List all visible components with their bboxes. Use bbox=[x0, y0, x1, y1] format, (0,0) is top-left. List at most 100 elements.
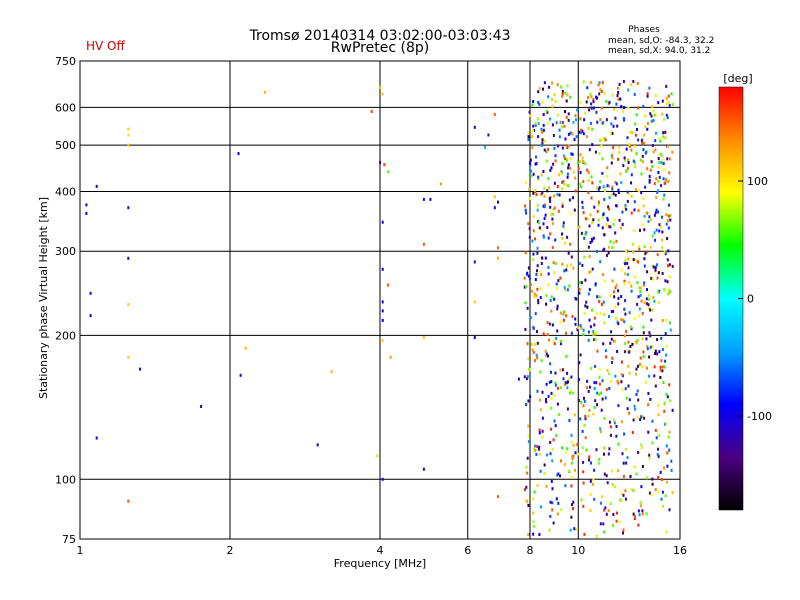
data-point bbox=[549, 452, 552, 456]
y-tick-label: 600 bbox=[55, 101, 76, 114]
data-point bbox=[615, 425, 618, 428]
data-point bbox=[629, 475, 632, 478]
data-point bbox=[532, 100, 535, 103]
data-point bbox=[586, 379, 589, 383]
y-axis-label: Stationary phase Virtual Height [km] bbox=[37, 197, 50, 399]
data-point bbox=[549, 514, 552, 518]
data-point bbox=[634, 133, 637, 137]
data-point bbox=[658, 350, 661, 354]
data-point bbox=[526, 471, 529, 475]
data-point bbox=[644, 185, 647, 189]
data-point bbox=[536, 287, 539, 291]
data-point bbox=[581, 206, 584, 209]
data-point bbox=[544, 256, 547, 260]
data-point bbox=[551, 217, 554, 221]
data-point bbox=[381, 477, 384, 481]
data-point bbox=[533, 490, 536, 494]
data-point bbox=[614, 485, 616, 489]
data-point bbox=[669, 290, 671, 294]
data-point bbox=[594, 316, 596, 320]
data-point bbox=[473, 300, 476, 304]
data-point bbox=[582, 460, 585, 464]
data-point bbox=[640, 443, 643, 447]
data-point bbox=[542, 222, 545, 226]
data-point bbox=[600, 90, 603, 93]
data-point bbox=[139, 367, 142, 371]
data-point bbox=[597, 223, 600, 227]
data-point bbox=[631, 342, 634, 346]
data-point bbox=[648, 215, 651, 219]
data-point bbox=[571, 503, 573, 507]
data-point bbox=[584, 162, 587, 166]
data-point bbox=[627, 364, 630, 368]
y-axis-ticks: 75 100 200 300 400 500 600 750 bbox=[55, 55, 76, 546]
data-point bbox=[654, 428, 657, 432]
data-point bbox=[664, 252, 667, 256]
data-point bbox=[581, 263, 584, 267]
data-point bbox=[571, 315, 574, 318]
data-point bbox=[89, 314, 92, 318]
data-point bbox=[668, 171, 671, 175]
data-point bbox=[547, 95, 550, 99]
data-point bbox=[580, 231, 583, 235]
data-point bbox=[657, 210, 660, 214]
data-point bbox=[557, 279, 560, 283]
data-point bbox=[524, 327, 527, 331]
data-point bbox=[570, 475, 573, 479]
data-point bbox=[563, 182, 565, 186]
data-point bbox=[629, 131, 632, 134]
data-point bbox=[540, 127, 543, 131]
data-point bbox=[546, 321, 549, 324]
data-point bbox=[663, 117, 666, 121]
data-point bbox=[624, 447, 627, 451]
data-point bbox=[610, 122, 613, 126]
data-point bbox=[540, 505, 542, 509]
data-point bbox=[653, 365, 656, 369]
data-point bbox=[665, 96, 668, 100]
data-point bbox=[596, 403, 599, 407]
data-point bbox=[579, 117, 582, 121]
data-point bbox=[542, 128, 545, 132]
data-point bbox=[585, 231, 588, 235]
data-point bbox=[567, 163, 570, 167]
data-point bbox=[527, 357, 530, 361]
data-point bbox=[532, 191, 535, 195]
data-point bbox=[622, 461, 625, 465]
data-point bbox=[646, 345, 649, 349]
data-point bbox=[645, 297, 648, 301]
data-point bbox=[570, 433, 573, 437]
data-point bbox=[561, 162, 564, 165]
data-point bbox=[659, 139, 662, 143]
data-point bbox=[551, 323, 554, 327]
y-tick-label: 75 bbox=[62, 533, 76, 546]
data-point bbox=[641, 512, 644, 516]
data-point bbox=[566, 447, 569, 451]
data-point bbox=[642, 350, 645, 354]
data-point bbox=[618, 146, 621, 149]
grid bbox=[80, 61, 680, 539]
data-point bbox=[586, 86, 589, 90]
data-point bbox=[598, 393, 601, 396]
data-point bbox=[666, 179, 668, 183]
data-point bbox=[600, 430, 602, 434]
data-point bbox=[635, 372, 637, 376]
data-point bbox=[659, 376, 662, 379]
data-point bbox=[651, 419, 654, 423]
data-point bbox=[621, 109, 624, 113]
data-point bbox=[596, 186, 599, 190]
data-point bbox=[599, 312, 602, 315]
data-point bbox=[648, 453, 651, 457]
data-point bbox=[598, 457, 601, 461]
data-point bbox=[617, 381, 620, 385]
data-point bbox=[587, 96, 590, 99]
data-point bbox=[560, 508, 563, 511]
data-point bbox=[656, 191, 659, 194]
data-point bbox=[524, 301, 527, 305]
data-point bbox=[540, 273, 543, 277]
data-point bbox=[579, 182, 581, 186]
colorbar: [deg] 100 0 -100 bbox=[718, 72, 772, 511]
data-point bbox=[558, 128, 561, 132]
data-point bbox=[532, 532, 535, 536]
data-point bbox=[585, 100, 588, 104]
data-point bbox=[613, 218, 616, 222]
